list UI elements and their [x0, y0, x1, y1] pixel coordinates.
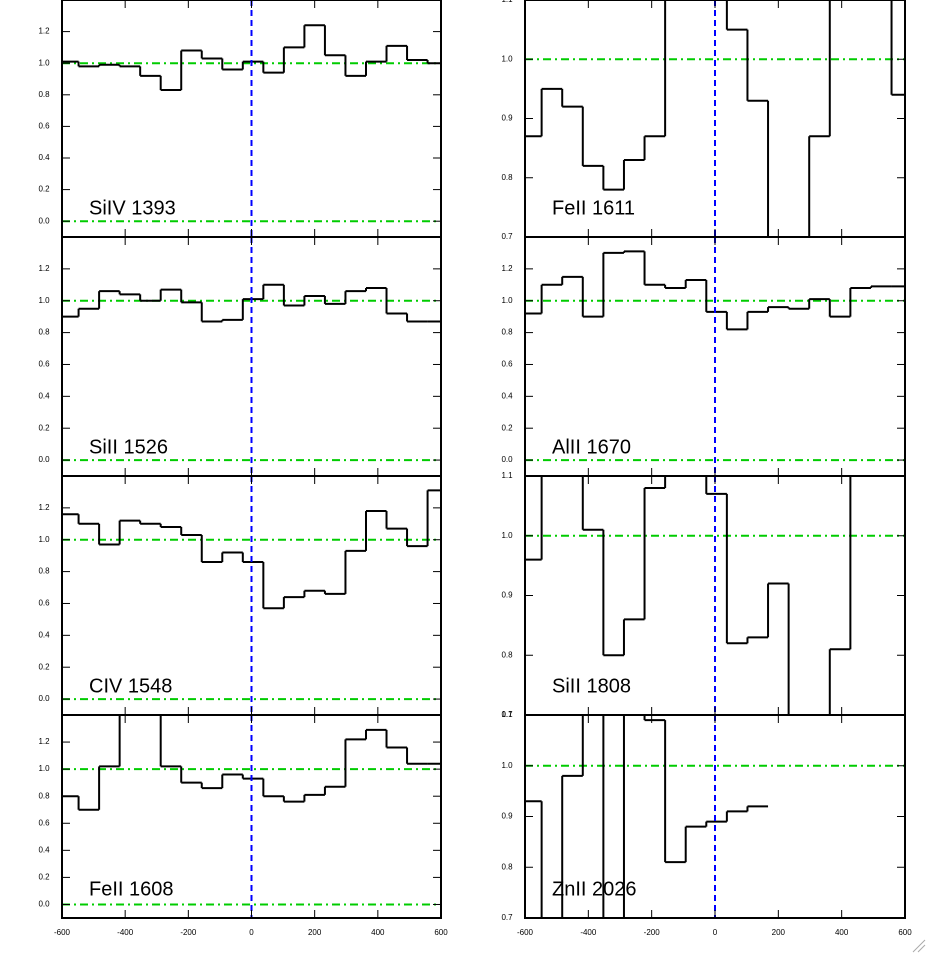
x-tick-label: -200 [180, 928, 197, 937]
line-label: ZnII 2026 [552, 878, 637, 900]
y-tick-label: 1.2 [38, 264, 50, 273]
line-label: FeII 1611 [552, 197, 635, 219]
panel [62, 476, 441, 715]
y-tick-label: 0.8 [501, 328, 513, 337]
x-tick-label: -400 [580, 928, 597, 937]
y-tick-label: 0.8 [38, 567, 50, 576]
line-label: SiII 1526 [89, 436, 168, 458]
y-tick-label: 1.1 [501, 471, 513, 480]
y-tick-label: 1.2 [38, 503, 50, 512]
y-tick-label: 1.0 [501, 761, 513, 770]
y-tick-label: 0.9 [501, 812, 513, 821]
y-tick-label: 0.6 [38, 599, 50, 608]
line-label: FeII 1608 [89, 878, 174, 900]
y-tick-label: 1.2 [38, 27, 50, 36]
x-tick-label: -600 [517, 928, 534, 937]
x-tick-label: 0 [249, 928, 254, 937]
panel [525, 715, 905, 918]
y-tick-label: 0.0 [38, 455, 50, 464]
y-tick-label: 0.2 [38, 662, 50, 671]
y-tick-label: 1.1 [501, 0, 513, 4]
panel [62, 237, 441, 476]
panel [525, 237, 905, 476]
x-tick-label: -400 [117, 928, 134, 937]
y-tick-label: 0.4 [501, 391, 513, 400]
y-tick-label: 1.2 [38, 737, 50, 746]
y-tick-label: 0.8 [38, 328, 50, 337]
y-tick-label: 0.7 [501, 710, 513, 719]
line-label: SiII 1808 [552, 675, 631, 697]
y-tick-label: 0.9 [501, 591, 513, 600]
line-label: AlII 1670 [552, 436, 631, 458]
x-tick-label: 200 [772, 928, 786, 937]
x-tick-label: 600 [898, 928, 912, 937]
y-tick-label: 0.2 [501, 423, 513, 432]
y-tick-label: 0.4 [38, 391, 50, 400]
y-tick-label: 1.1 [501, 710, 513, 719]
y-tick-label: 0.4 [38, 630, 50, 639]
panel [62, 0, 441, 237]
y-tick-label: 0.8 [38, 90, 50, 99]
y-tick-label: 0.0 [38, 694, 50, 703]
y-tick-label: 0.6 [501, 360, 513, 369]
x-tick-label: 400 [371, 928, 385, 937]
y-tick-label: 1.0 [501, 54, 513, 63]
resize-grip [912, 939, 926, 953]
y-tick-label: 0.0 [501, 455, 513, 464]
panel [62, 715, 441, 918]
y-tick-label: 0.2 [38, 873, 50, 882]
x-tick-label: 0 [713, 928, 718, 937]
y-tick-label: 0.9 [501, 114, 513, 123]
y-tick-label: 1.0 [501, 296, 513, 305]
y-tick-label: 0.6 [38, 360, 50, 369]
x-tick-label: 400 [835, 928, 849, 937]
y-tick-label: 0.8 [501, 173, 513, 182]
panel [525, 0, 905, 237]
line-label: SiIV 1393 [89, 197, 176, 219]
x-tick-label: -600 [54, 928, 71, 937]
y-tick-label: 0.4 [38, 845, 50, 854]
y-tick-label: 0.8 [501, 650, 513, 659]
y-tick-label: 0.6 [38, 122, 50, 131]
line-label: CIV 1548 [89, 675, 172, 697]
x-tick-label: 600 [434, 928, 448, 937]
x-tick-label: 200 [308, 928, 322, 937]
y-tick-label: 0.8 [501, 862, 513, 871]
y-tick-label: 0.0 [38, 216, 50, 225]
y-tick-label: 0.0 [38, 900, 50, 909]
y-tick-label: 0.6 [38, 818, 50, 827]
y-tick-label: 1.2 [501, 264, 513, 273]
panel [525, 476, 905, 715]
y-tick-label: 0.2 [38, 423, 50, 432]
y-tick-label: 1.0 [501, 531, 513, 540]
y-tick-label: 1.0 [38, 296, 50, 305]
y-tick-label: 0.7 [501, 232, 513, 241]
y-tick-label: 0.7 [501, 913, 513, 922]
y-tick-label: 1.0 [38, 58, 50, 67]
y-tick-label: 0.4 [38, 153, 50, 162]
y-tick-label: 1.0 [38, 535, 50, 544]
x-tick-label: -200 [644, 928, 661, 937]
y-tick-label: 0.2 [38, 185, 50, 194]
y-tick-label: 1.0 [38, 764, 50, 773]
y-tick-label: 0.8 [38, 791, 50, 800]
